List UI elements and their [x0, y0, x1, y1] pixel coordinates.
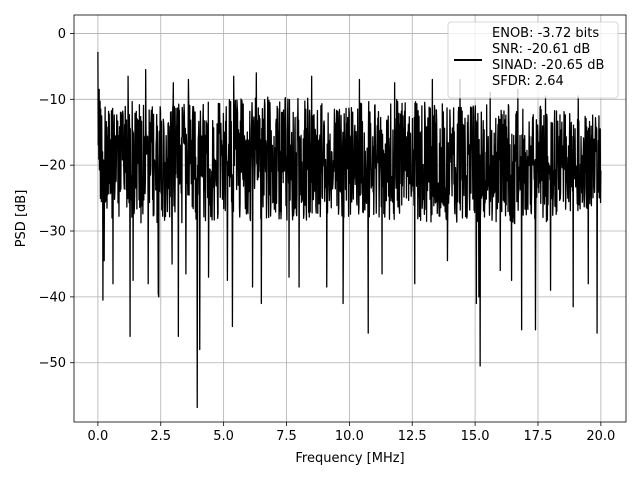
- x-axis: 0.0 2.5 5.0 7.5 10.0 12.5 15.0 17.5 20.0: [88, 422, 615, 444]
- y-tick-label: −10: [39, 93, 66, 108]
- y-tick-label: −50: [39, 356, 66, 371]
- plot-frame: [73, 14, 627, 423]
- y-tick-label: 0: [58, 27, 66, 42]
- x-tick-label: 5.0: [213, 429, 234, 444]
- y-tick-label: −20: [39, 159, 66, 174]
- x-tick-label: 17.5: [524, 429, 553, 444]
- x-tick-label: 12.5: [398, 429, 427, 444]
- x-tick-label: 10.0: [335, 429, 364, 444]
- x-tick-label: 0.0: [88, 429, 109, 444]
- x-tick-label: 15.0: [461, 429, 490, 444]
- series-layer: [97, 51, 602, 409]
- legend-entry-enob: ENOB: -3.72 bits: [492, 26, 599, 41]
- y-axis: 0 −10 −20 −30 −40 −50: [39, 27, 74, 371]
- x-tick-label: 20.0: [586, 429, 615, 444]
- legend-entry-sfdr: SFDR: 2.64: [492, 74, 564, 89]
- psd-series-line: [97, 51, 602, 409]
- x-tick-label: 7.5: [276, 429, 297, 444]
- legend: ENOB: -3.72 bits SNR: -20.61 dB SINAD: -…: [447, 21, 619, 99]
- y-axis-label: PSD [dB]: [14, 190, 29, 248]
- legend-entry-sinad: SINAD: -20.65 dB: [492, 58, 604, 73]
- x-axis-label: Frequency [MHz]: [295, 451, 404, 466]
- legend-box: [447, 21, 619, 99]
- legend-entry-snr: SNR: -20.61 dB: [492, 42, 590, 57]
- x-tick-label: 2.5: [150, 429, 171, 444]
- y-tick-label: −40: [39, 290, 66, 305]
- y-tick-label: −30: [39, 225, 66, 240]
